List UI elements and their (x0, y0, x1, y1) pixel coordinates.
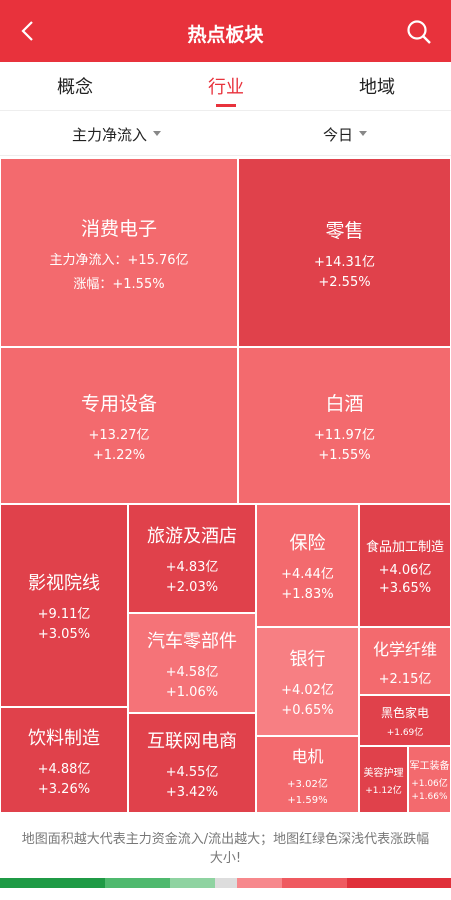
tile-name: 化学纤维 (372, 639, 437, 659)
tile[interactable]: 电机 +3.02亿 +1.59% (256, 736, 359, 813)
tile-flow: +14.31亿 (313, 254, 376, 270)
tile[interactable]: 旅游及酒店 +4.83亿 +2.03% (128, 504, 256, 613)
tab[interactable]: 概念 (57, 77, 93, 98)
tile-flow: +4.88亿 (37, 761, 91, 777)
tile-change: +1.55% (318, 447, 371, 463)
tile-change: +0.65% (281, 703, 334, 718)
tile[interactable]: 影视院线 +9.11亿 +3.05% (0, 504, 128, 707)
tile-name: 美容护理 (363, 767, 404, 779)
tile-change: +3.26% (37, 781, 91, 797)
filter[interactable]: 今日 (323, 124, 367, 145)
title: 热点板块 (187, 24, 264, 46)
tile[interactable]: 饮料制造 +4.88亿 +3.26% (0, 707, 128, 813)
legend-bar (347, 878, 451, 888)
header: 热点板块 (0, 0, 451, 62)
tile-name: 银行 (289, 649, 326, 670)
tile-flow: +4.06亿 (378, 562, 432, 578)
tile-name: 旅游及酒店 (147, 526, 237, 547)
tile-name: 饮料制造 (28, 727, 100, 749)
tile-flow: +11.97亿 (313, 427, 376, 443)
tile[interactable]: 互联网电商 +4.55亿 +3.42% (128, 713, 256, 813)
tile-flow: +2.15亿 (378, 671, 432, 687)
tile-flow: +9.11亿 (37, 607, 91, 622)
tile-name: 电机 (291, 747, 324, 766)
tile-change: 涨幅：+1.55% (73, 276, 165, 292)
tile-change: +3.65% (378, 580, 432, 596)
tile-flow: +4.58亿 (165, 664, 219, 680)
tile-name: 影视院线 (28, 573, 100, 594)
tile-change: +1.06% (165, 684, 219, 700)
tab-underline (216, 104, 236, 107)
legend-bar (215, 878, 237, 888)
legend-bar (0, 878, 105, 888)
filter[interactable]: 主力净流入 (72, 124, 161, 145)
tile[interactable]: 军工装备 +1.06亿 +1.66% (408, 746, 451, 813)
search-icon[interactable] (406, 19, 432, 45)
tile-change: +2.03% (165, 580, 219, 595)
legend-bar (170, 878, 215, 888)
tile[interactable]: 白酒 +11.97亿 +1.55% (238, 347, 451, 504)
tile-change: +3.05% (37, 627, 91, 642)
tile-name: 专用设备 (80, 392, 157, 415)
tile[interactable]: 专用设备 +13.27亿 +1.22% (0, 347, 238, 504)
legend-bar (105, 878, 170, 888)
divider (0, 155, 451, 156)
legend-bar (237, 878, 282, 888)
tile-name: 食品加工制造 (365, 539, 444, 555)
tile-flow: +13.27亿 (88, 427, 150, 443)
tile[interactable]: 保险 +4.44亿 +1.83% (256, 504, 359, 627)
tile-name: 汽车零部件 (147, 630, 237, 652)
tile-name: 保险 (289, 533, 326, 554)
tile-name: 零售 (325, 219, 364, 242)
tile-change: +2.55% (318, 274, 371, 290)
tile-flow: +4.83亿 (165, 560, 219, 575)
tile-name: 黑色家电 (380, 705, 429, 720)
divider (0, 110, 451, 111)
tab[interactable]: 地域 (359, 77, 395, 98)
tile-name: 白酒 (325, 392, 364, 415)
tile-name: 消费电子 (80, 217, 157, 240)
tile-change: +1.66% (411, 792, 448, 802)
tile[interactable]: 零售 +14.31亿 +2.55% (238, 158, 451, 347)
tile-flow: +1.06亿 (411, 779, 448, 789)
back-icon[interactable] (20, 20, 36, 42)
tile[interactable]: 消费电子主力净流入：+15.76亿 涨幅：+1.55% (0, 158, 238, 347)
tile-name: 互联网电商 (147, 730, 237, 752)
tile-flow: +4.55亿 (165, 764, 219, 780)
tile-name: 军工装备 (409, 761, 450, 772)
tile[interactable]: 美容护理 +1.12亿 (359, 746, 408, 813)
tile-flow: 主力净流入：+15.76亿 (49, 252, 189, 268)
tile-flow: +1.69亿 (386, 727, 424, 738)
tile-change: +1.59% (287, 795, 328, 806)
tile[interactable]: 食品加工制造 +4.06亿 +3.65% (359, 504, 451, 627)
tile-change: +1.22% (92, 447, 146, 463)
tile-change: +1.83% (281, 587, 334, 602)
tab[interactable]: 行业 (208, 77, 244, 98)
tile[interactable]: 汽车零部件 +4.58亿 +1.06% (128, 613, 256, 713)
tile-flow: +1.12亿 (365, 785, 402, 796)
tile-flow: +4.44亿 (281, 567, 334, 582)
tile-change: +3.42% (165, 784, 219, 800)
tile[interactable]: 黑色家电 +1.69亿 (359, 695, 451, 746)
tile[interactable]: 银行 +4.02亿 +0.65% (256, 627, 359, 736)
tile[interactable]: 化学纤维 +2.15亿 (359, 627, 451, 695)
tile-flow: +3.02亿 (287, 779, 328, 790)
legend-bar (282, 878, 347, 888)
tile-flow: +4.02亿 (281, 683, 334, 698)
footnote: 地图面积越大代表主力资金流入/流出越大；地图红绿色深浅代表涨跌幅大小! (21, 832, 430, 866)
